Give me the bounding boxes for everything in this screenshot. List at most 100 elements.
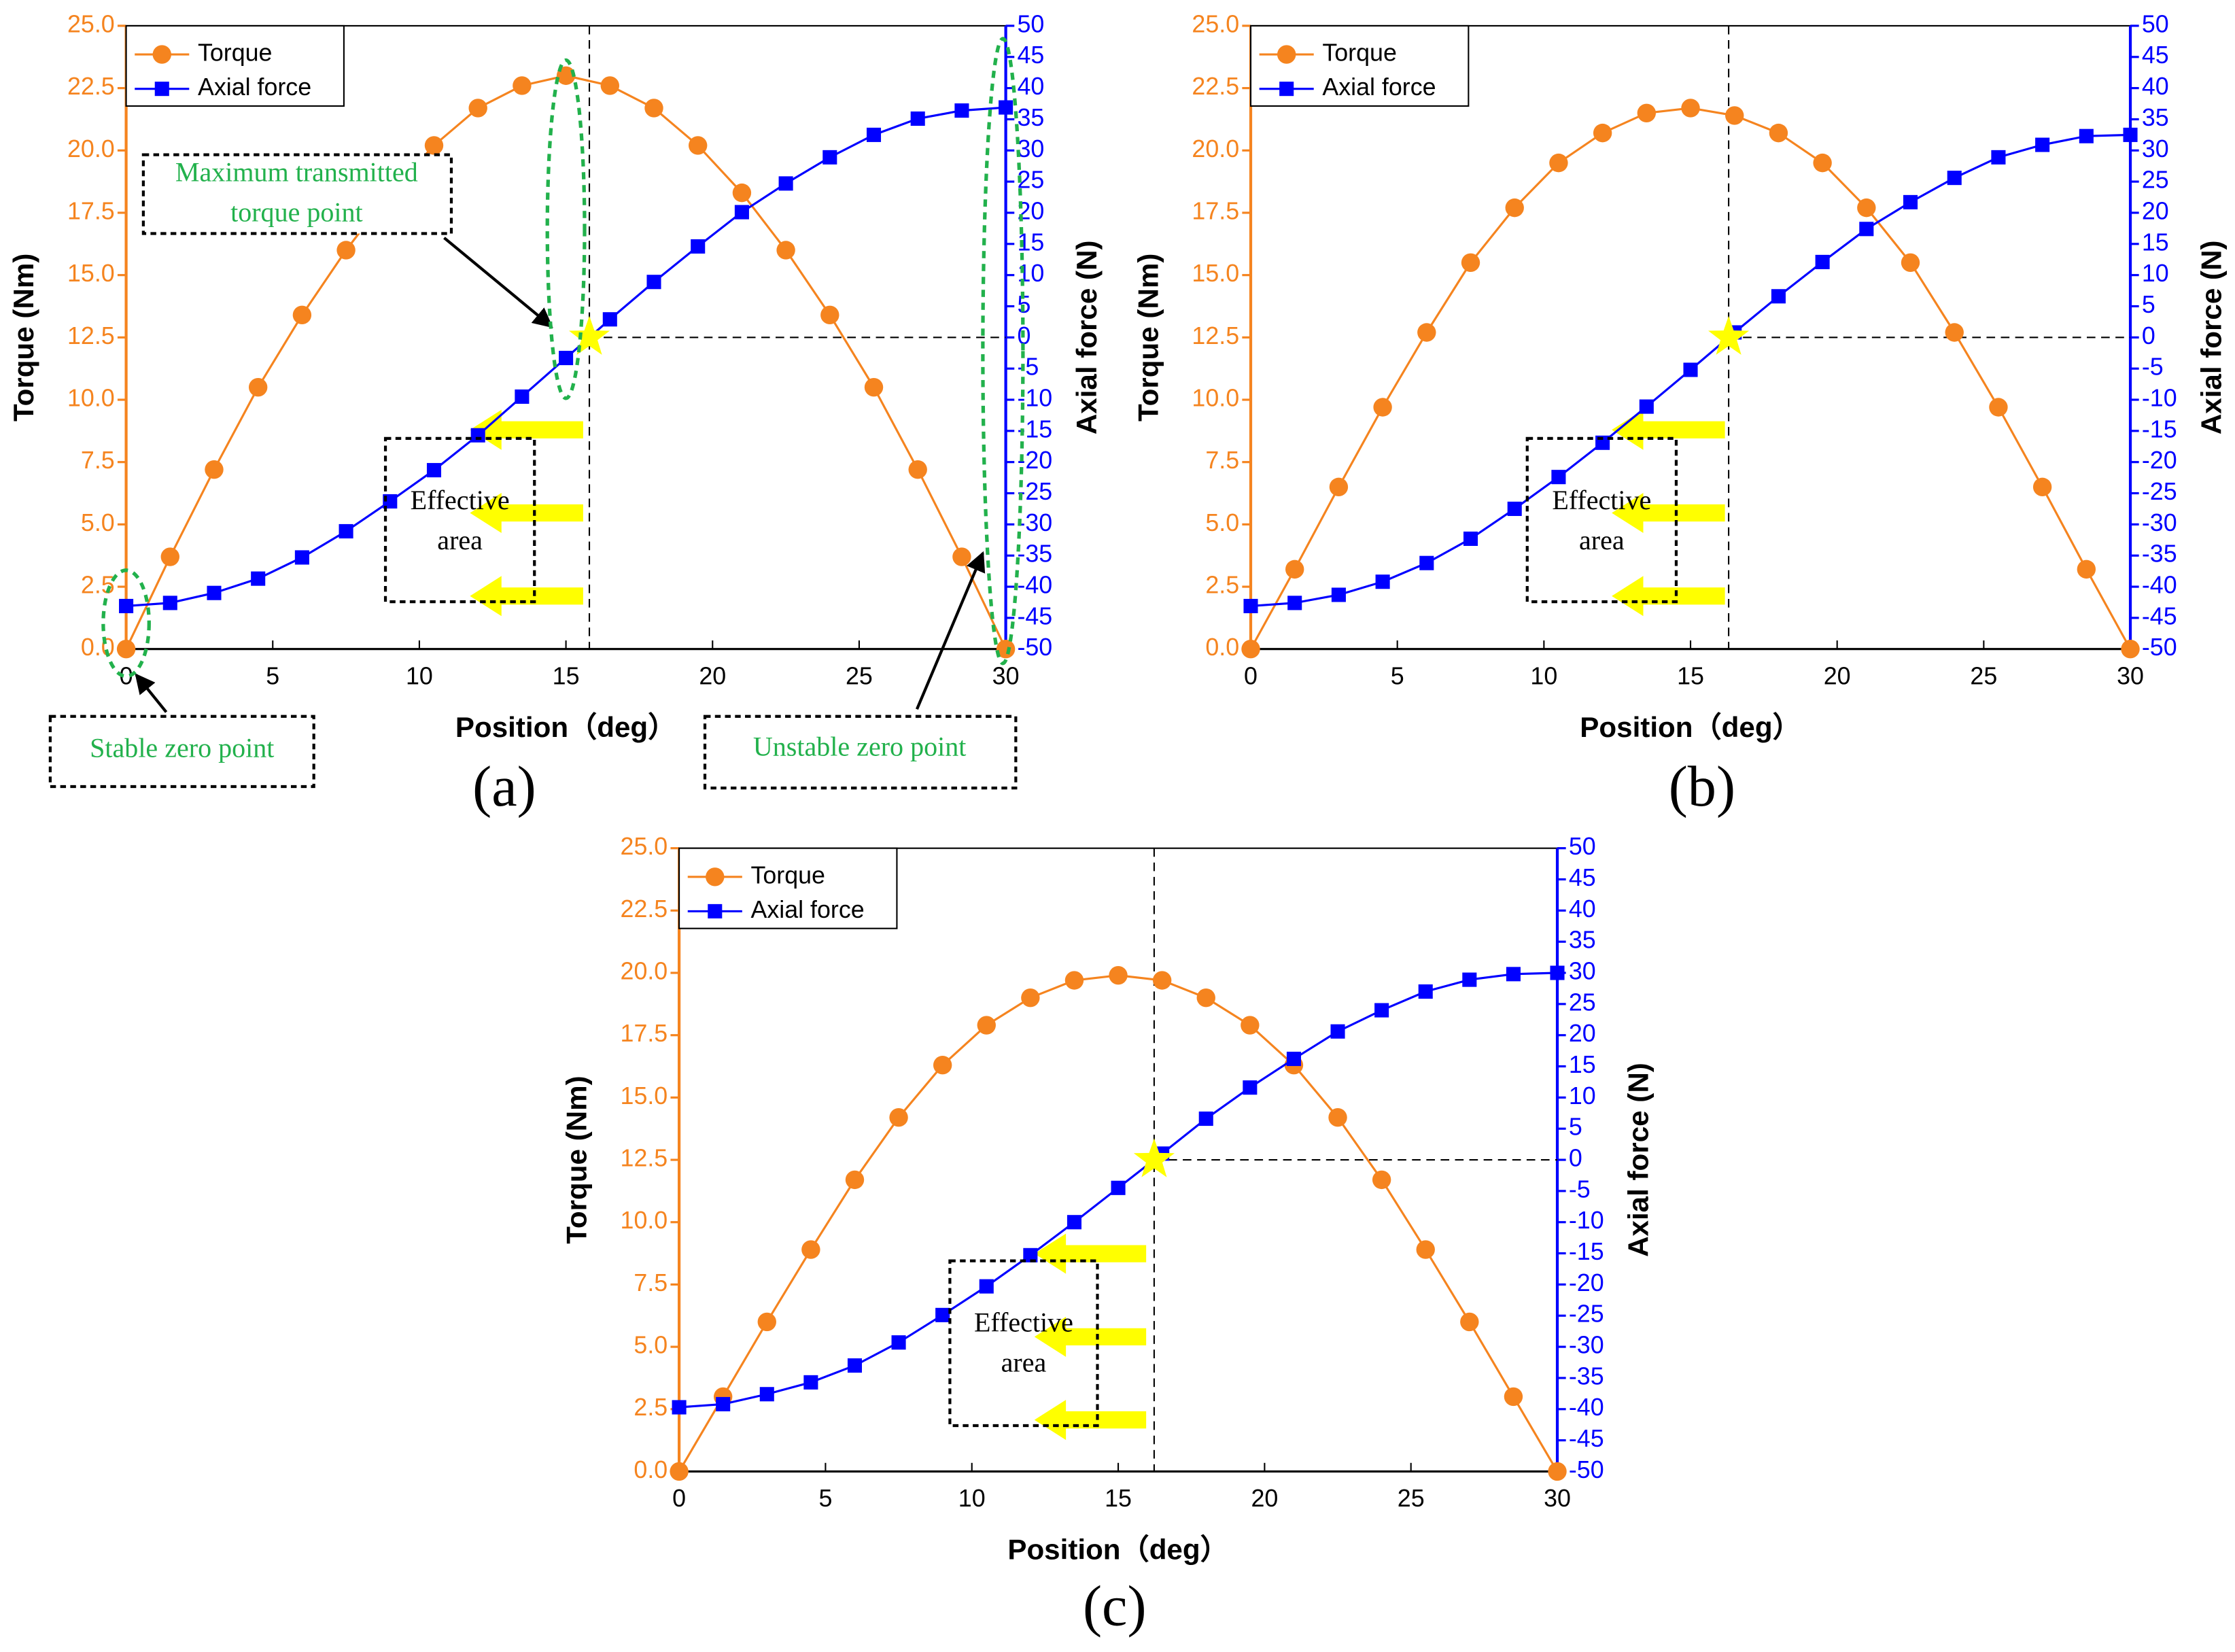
highlight-ellipse	[101, 568, 151, 678]
torque-point	[1725, 106, 1744, 125]
axial-point	[339, 523, 353, 538]
axial-point	[1506, 967, 1521, 982]
area-box	[948, 1259, 1099, 1428]
axial-point	[691, 239, 706, 254]
axial-point	[1947, 171, 1962, 186]
axial-point	[426, 463, 442, 478]
legend-label: Axial force	[1322, 73, 1436, 101]
axial-point	[162, 596, 177, 610]
y2-tick-label: 40	[1569, 895, 1596, 923]
axial-point	[935, 1307, 950, 1322]
y2-tick-label: 45	[2142, 41, 2169, 69]
annotation-arrow	[443, 237, 553, 328]
yellow-arrow	[470, 492, 583, 534]
legend-label: Torque	[750, 861, 825, 889]
y2-tick-label: 50	[2142, 10, 2169, 37]
torque-point	[1416, 1240, 1435, 1259]
legend-label: Torque	[198, 39, 273, 67]
annotation-box	[48, 715, 315, 789]
torque-point	[556, 66, 576, 85]
y2-tick-label: 30	[2142, 135, 2169, 162]
torque-point	[996, 640, 1016, 659]
x-tick-label: 30	[992, 662, 1020, 689]
y-axis-label: Torque (Nm)	[1132, 254, 1164, 421]
torque-point	[1593, 123, 1612, 143]
legend-marker	[152, 45, 171, 64]
axial-point	[1198, 1112, 1213, 1126]
y-tick-label: 22.5	[1192, 73, 1239, 100]
axial-point	[1462, 972, 1477, 987]
annotation: torque point	[230, 196, 363, 227]
area-box	[383, 436, 536, 604]
y-tick-label: 7.5	[81, 447, 115, 474]
x-tick-label: 25	[1970, 662, 1997, 689]
y2-tick-label: 40	[1017, 73, 1044, 100]
y2-tick-label: -35	[1017, 540, 1052, 568]
axial-point	[294, 550, 309, 565]
x-tick-label: 10	[1530, 662, 1557, 689]
torque-point	[1196, 988, 1215, 1008]
highlight-ellipse	[545, 58, 587, 400]
torque-point	[160, 547, 179, 566]
torque-point	[952, 547, 971, 566]
torque-point	[977, 1016, 996, 1035]
axial-point	[910, 111, 925, 126]
area-label: Effective	[1552, 485, 1651, 515]
x-tick-label: 20	[1251, 1485, 1278, 1512]
legend: Torque Axial force	[678, 847, 898, 929]
y-tick-label: 7.5	[1205, 447, 1239, 474]
torque-point	[468, 99, 487, 118]
axial-point	[1683, 362, 1698, 377]
axial-point	[1859, 222, 1874, 237]
axial-point	[1375, 574, 1390, 589]
torque-point	[1021, 988, 1040, 1008]
x-tick-label: 0	[672, 1485, 686, 1512]
axial-point	[1507, 501, 1522, 516]
y2-tick-label: -45	[2142, 602, 2177, 630]
yellow-arrow	[1034, 1233, 1147, 1274]
y-tick-label: 12.5	[621, 1145, 668, 1172]
y2-tick-label: -40	[1569, 1394, 1604, 1421]
x-tick-label: 10	[406, 662, 433, 689]
y2-tick-label: 50	[1569, 833, 1596, 860]
x-tick-label: 25	[846, 662, 873, 689]
yellow-arrow	[1612, 576, 1725, 617]
axial-point	[1330, 1024, 1345, 1039]
axial-point	[734, 205, 749, 220]
panel-label: (c)	[1083, 1574, 1147, 1638]
legend-label: Torque	[1322, 39, 1397, 67]
axial-point	[602, 312, 617, 327]
x-tick-label: 5	[266, 662, 279, 689]
y-tick-label: 25.0	[67, 10, 115, 37]
torque-point	[336, 241, 356, 260]
y-tick-label: 22.5	[621, 895, 668, 923]
legend-marker	[1277, 45, 1296, 64]
axial-point	[979, 1279, 994, 1294]
torque-point	[1328, 1108, 1347, 1127]
torque-point	[933, 1056, 952, 1075]
y2-axis-label: Axial force (N)	[2195, 240, 2227, 434]
torque-point	[1549, 153, 1568, 173]
area-label: Effective	[974, 1307, 1073, 1338]
legend: Torque Axial force	[1249, 24, 1470, 107]
axial-point	[847, 1358, 863, 1373]
y2-tick-label: -20	[2142, 447, 2177, 474]
y2-tick-label: 10	[1569, 1082, 1596, 1109]
series-line	[1249, 107, 2132, 650]
torque-point	[116, 640, 136, 659]
torque-point	[1329, 477, 1349, 497]
axial-point	[1463, 531, 1478, 546]
torque-point	[424, 136, 444, 155]
series-line	[678, 974, 1559, 1473]
axial-point	[954, 103, 969, 118]
y-tick-label: 0.0	[1205, 634, 1239, 661]
y2-tick-label: -50	[1017, 634, 1052, 661]
y2-tick-label: 45	[1017, 41, 1044, 69]
chart: 0 5 10 15 20 25 30 0.0 2.5 5.0 7.5 10.0 12.5 15.0 17.5…	[1132, 10, 2228, 818]
torque-point	[1109, 965, 1128, 985]
torque-point	[801, 1240, 820, 1259]
y-tick-label: 7.5	[634, 1269, 668, 1296]
y-tick-label: 10.0	[621, 1207, 668, 1234]
y2-tick-label: -5	[2142, 354, 2164, 381]
y2-tick-label: 45	[1569, 864, 1596, 891]
